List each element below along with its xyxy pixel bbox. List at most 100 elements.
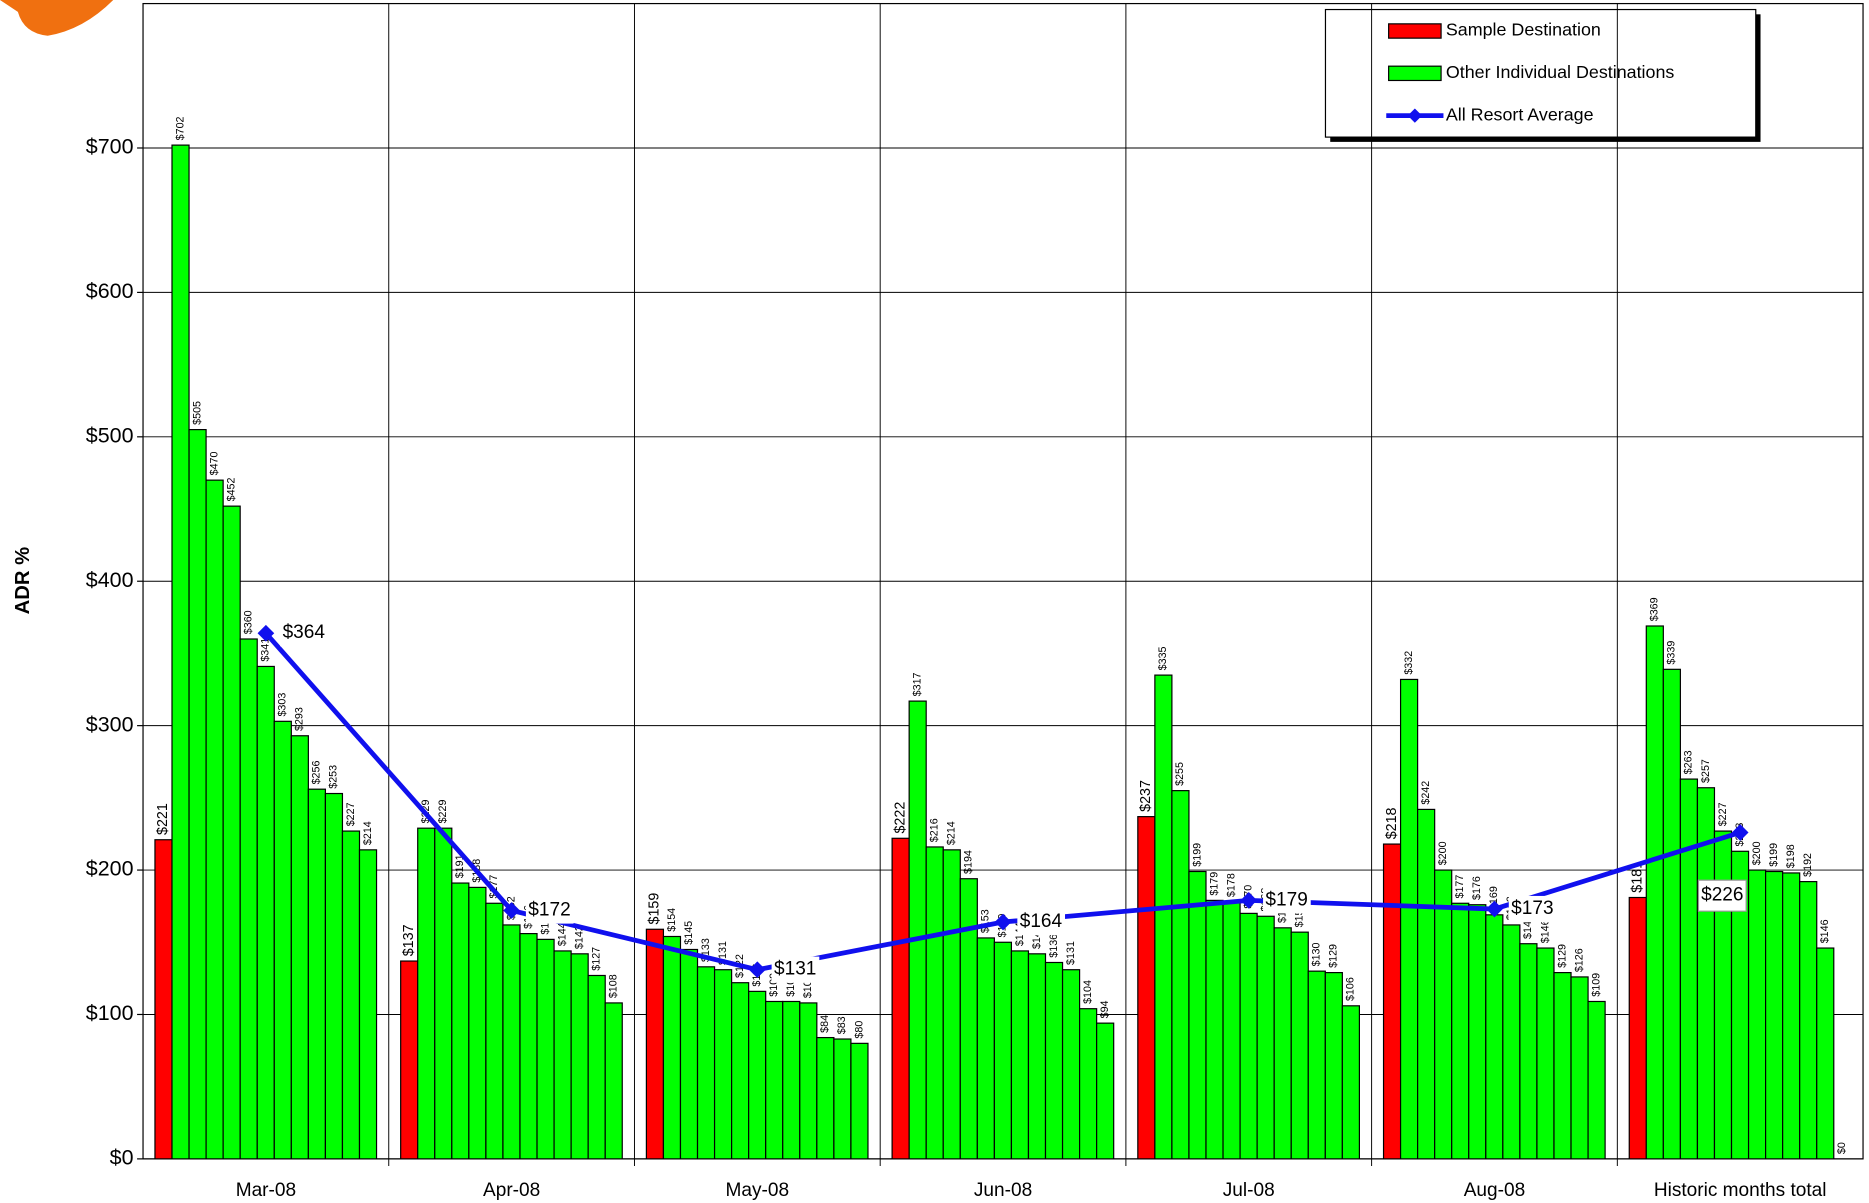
data-label: $177 — [1454, 875, 1466, 899]
data-label: $127 — [591, 947, 603, 971]
bar — [222, 505, 241, 1160]
data-label: $222 — [892, 802, 908, 834]
bar — [519, 933, 538, 1160]
data-label: $94 — [1099, 1000, 1111, 1018]
data-label: $176 — [1471, 876, 1483, 900]
average-marker — [1240, 892, 1258, 909]
data-label: $169 — [1488, 886, 1500, 910]
label-box — [1697, 879, 1747, 912]
bar — [765, 1000, 784, 1160]
bar — [833, 1038, 852, 1160]
y-tick-label: $700 — [86, 135, 134, 159]
bar — [417, 827, 436, 1160]
bar — [1570, 976, 1589, 1160]
label-box — [771, 956, 820, 983]
bar — [1273, 927, 1292, 1160]
data-label: $332 — [1403, 651, 1415, 675]
data-label: $108 — [802, 974, 814, 998]
bar — [1324, 971, 1343, 1160]
bar — [400, 960, 419, 1160]
label-box — [1263, 887, 1311, 914]
average-label: $226 — [1701, 885, 1743, 906]
bar — [1662, 668, 1681, 1160]
bar — [1205, 899, 1224, 1160]
data-label: $136 — [1048, 934, 1060, 958]
bar — [570, 953, 589, 1160]
bar — [239, 638, 258, 1160]
bar — [799, 1002, 818, 1160]
data-label: $341 — [260, 638, 272, 662]
bar — [502, 924, 521, 1160]
y-tick-label: $500 — [86, 423, 134, 447]
bar — [1451, 902, 1470, 1160]
average-label: $173 — [1511, 898, 1553, 919]
data-label: $83 — [836, 1016, 848, 1034]
bar — [891, 837, 910, 1160]
data-label: $303 — [277, 693, 289, 717]
data-label: $199 — [1191, 843, 1203, 867]
bar — [1154, 674, 1173, 1160]
average-marker — [994, 913, 1012, 931]
bar — [587, 974, 606, 1160]
data-label: $227 — [1717, 802, 1729, 826]
data-label: $109 — [1590, 973, 1602, 997]
data-label: $146 — [1539, 919, 1551, 943]
data-label: $80 — [853, 1021, 865, 1039]
bar — [1587, 1000, 1606, 1160]
bar — [1747, 869, 1767, 1160]
bar — [1290, 931, 1309, 1160]
bar — [604, 1002, 623, 1160]
bar — [1341, 1005, 1360, 1160]
bar — [154, 839, 173, 1160]
data-label: $227 — [345, 802, 357, 826]
data-label: $0 — [1836, 1142, 1848, 1154]
data-label: $200 — [1437, 841, 1449, 865]
bar — [273, 720, 292, 1160]
bar — [1519, 943, 1538, 1160]
bar — [748, 990, 767, 1160]
bar — [290, 735, 309, 1160]
bar — [451, 882, 470, 1160]
data-label: $199 — [1768, 843, 1780, 867]
data-label: $360 — [243, 610, 255, 634]
data-label: $470 — [208, 451, 220, 475]
data-label: $221 — [155, 803, 171, 835]
data-label: $154 — [666, 908, 678, 932]
bar — [1553, 971, 1572, 1160]
bar — [925, 846, 944, 1160]
bar — [468, 886, 487, 1160]
bar — [662, 935, 682, 1160]
legend-label: All Resort Average — [1446, 104, 1594, 124]
data-label: $177 — [488, 875, 500, 899]
bar — [171, 144, 190, 1160]
data-label: $133 — [700, 938, 712, 962]
bar — [1645, 625, 1664, 1160]
bar — [1096, 1022, 1115, 1160]
legend: Sample Destination Other Individual Desti… — [1324, 8, 1761, 142]
data-label: $218 — [1384, 807, 1400, 839]
bar — [553, 950, 572, 1160]
bar — [1171, 790, 1190, 1160]
y-tick-label: $300 — [86, 712, 134, 736]
bar — [850, 1042, 869, 1160]
data-label: $131 — [717, 941, 729, 965]
bar — [1079, 1008, 1098, 1160]
bar — [1010, 950, 1030, 1160]
data-label: $242 — [1420, 781, 1432, 805]
average-label: $131 — [774, 959, 816, 980]
data-label: $237 — [1138, 780, 1154, 812]
data-label: $129 — [1328, 944, 1340, 968]
bar — [976, 937, 995, 1160]
average-marker — [1731, 824, 1749, 841]
data-label: $192 — [1802, 853, 1814, 877]
bar — [1061, 969, 1081, 1160]
label-box — [1017, 908, 1066, 936]
label-box — [525, 897, 574, 924]
data-label: $129 — [1556, 944, 1568, 968]
data-label: $452 — [225, 477, 237, 501]
data-label: $505 — [191, 401, 203, 425]
bar — [959, 878, 978, 1160]
bar — [1027, 953, 1047, 1160]
